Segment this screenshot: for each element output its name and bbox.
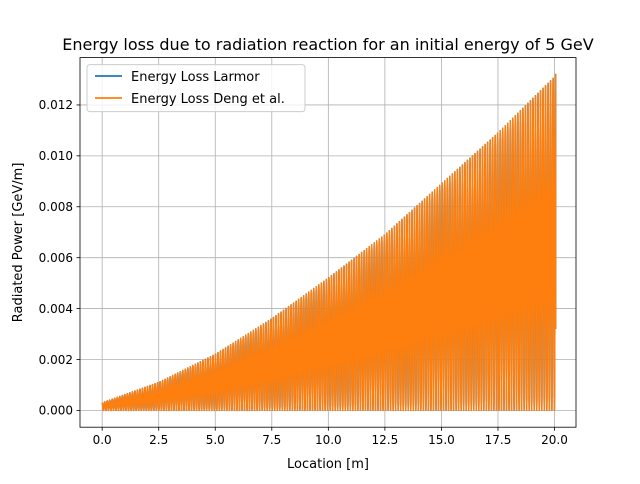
y-axis-ticks: 0.000 0.002 0.004 0.006 0.008 0.010 0.012 bbox=[39, 98, 80, 418]
series-layer bbox=[101, 73, 557, 412]
x-axis-ticks: 0.0 2.5 5.0 7.5 10.0 12.5 15.0 17.5 20.0 bbox=[93, 427, 568, 447]
x-tick-label: 17.5 bbox=[485, 433, 512, 447]
series-line-deng bbox=[101, 73, 557, 412]
x-tick-label: 10.0 bbox=[315, 433, 342, 447]
legend-box bbox=[86, 64, 306, 113]
x-tick-label: 20.0 bbox=[541, 433, 568, 447]
y-tick-label: 0.006 bbox=[39, 251, 73, 265]
y-tick-label: 0.010 bbox=[39, 149, 73, 163]
y-tick-label: 0.008 bbox=[39, 200, 73, 214]
y-tick-label: 0.000 bbox=[39, 404, 73, 418]
x-tick-label: 7.5 bbox=[262, 433, 281, 447]
x-tick-label: 2.5 bbox=[149, 433, 168, 447]
y-tick-label: 0.004 bbox=[39, 302, 73, 316]
y-axis-label: Radiated Power [GeV/m] bbox=[11, 163, 26, 323]
x-tick-label: 12.5 bbox=[372, 433, 399, 447]
y-tick-label: 0.012 bbox=[39, 98, 73, 112]
x-axis-label: Location [m] bbox=[287, 457, 369, 472]
chart-title: Energy loss due to radiation reaction fo… bbox=[62, 35, 593, 54]
legend: Energy Loss Larmor Energy Loss Deng et a… bbox=[86, 64, 306, 113]
legend-label-deng: Energy Loss Deng et al. bbox=[131, 92, 285, 107]
x-tick-label: 15.0 bbox=[428, 433, 455, 447]
legend-label-larmor: Energy Loss Larmor bbox=[131, 70, 260, 85]
x-tick-label: 5.0 bbox=[206, 433, 225, 447]
x-tick-label: 0.0 bbox=[93, 433, 112, 447]
y-tick-label: 0.002 bbox=[39, 353, 73, 367]
